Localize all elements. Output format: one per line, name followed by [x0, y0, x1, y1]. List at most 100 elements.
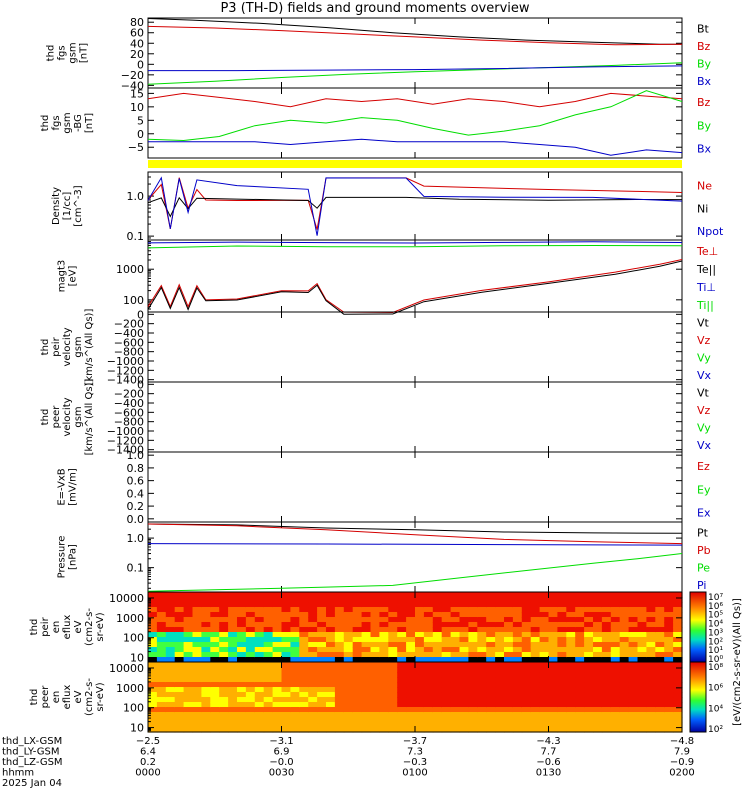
heatmap-cell — [486, 622, 496, 628]
heatmap-cell — [646, 627, 656, 633]
heatmap-cell — [353, 667, 363, 673]
heatmap-cell — [344, 632, 354, 638]
heatmap-cell — [629, 647, 639, 653]
heatmap-cell — [460, 707, 470, 713]
heatmap-cell — [433, 717, 443, 723]
heatmap-cell — [566, 627, 576, 633]
heatmap-cell — [664, 642, 674, 648]
heatmap-cell — [424, 602, 434, 608]
heatmap-cell — [308, 712, 318, 718]
heatmap-cell — [522, 667, 532, 673]
y-axis-label: gsm — [73, 406, 84, 427]
heatmap-cell — [522, 672, 532, 678]
heatmap-cell — [522, 612, 532, 618]
heatmap-cell — [673, 642, 683, 648]
heatmap-cell — [362, 632, 372, 638]
y-axis-label: eflux — [62, 685, 73, 710]
heatmap-cell — [273, 622, 283, 628]
panel-efield: 1.00.80.60.40.20.0E=-VxB [mV/m]EzEyEx — [57, 449, 711, 526]
heatmap-cell — [326, 717, 336, 723]
heatmap-cell — [575, 697, 585, 703]
heatmap-cell — [424, 597, 434, 603]
heatmap-cell — [486, 697, 496, 703]
heatmap-cell — [237, 652, 247, 658]
heatmap-cell — [575, 602, 585, 608]
heatmap-cell — [237, 602, 247, 608]
heatmap-cell — [673, 602, 683, 608]
heatmap-cell — [362, 717, 372, 723]
heatmap-cell — [638, 637, 648, 643]
heatmap-cell — [175, 712, 185, 718]
heatmap-cell — [308, 602, 318, 608]
heatmap-cell — [290, 692, 300, 698]
heatmap-cell — [166, 607, 176, 613]
heatmap-cell — [495, 692, 505, 698]
y-axis-label: gsm — [73, 336, 84, 357]
heatmap-cell — [433, 697, 443, 703]
heatmap-cell — [495, 687, 505, 693]
heatmap-cell — [620, 672, 630, 678]
heatmap-cell — [344, 627, 354, 633]
heatmap-cell — [299, 712, 309, 718]
heatmap-cell — [148, 622, 158, 628]
heatmap-cell — [513, 717, 523, 723]
heatmap-cell — [290, 722, 300, 728]
heatmap-cell — [326, 607, 336, 613]
heatmap-cell — [273, 642, 283, 648]
heatmap-cell — [531, 677, 541, 683]
heatmap-cell — [273, 627, 283, 633]
legend-entry: Ti|| — [696, 299, 714, 312]
heatmap-cell — [495, 697, 505, 703]
heatmap-cell — [388, 612, 398, 618]
heatmap-cell — [584, 682, 594, 688]
heatmap-cell — [255, 667, 264, 673]
y-axis-label: thd — [29, 619, 40, 636]
heatmap-cell — [335, 672, 345, 678]
heatmap-cell — [611, 607, 621, 613]
heatmap-cell — [504, 707, 514, 713]
heatmap-cell — [415, 607, 425, 613]
heatmap-cell — [326, 612, 336, 618]
heatmap-cell — [371, 667, 381, 673]
heatmap-cell — [575, 692, 585, 698]
heatmap-cell — [593, 667, 603, 673]
heatmap-cell — [219, 652, 229, 658]
legend-entry: By — [697, 119, 712, 132]
heatmap-cell — [228, 637, 238, 643]
heatmap-cell — [531, 637, 541, 643]
heatmap-cell — [486, 592, 496, 598]
heatmap-cell — [442, 667, 452, 673]
y-tick-label: 10000 — [109, 662, 144, 675]
heatmap-cell — [397, 627, 407, 633]
heatmap-cell — [397, 592, 407, 598]
heatmap-cell — [175, 612, 185, 618]
heatmap-cell — [210, 662, 220, 668]
heatmap-cell — [362, 622, 372, 628]
heatmap-cell — [282, 622, 292, 628]
heatmap-cell — [460, 637, 470, 643]
heatmap-cell — [201, 602, 211, 608]
heatmap-cell — [477, 692, 487, 698]
heatmap-cell — [273, 612, 283, 618]
heatmap-cell — [646, 722, 656, 728]
heatmap-cell — [166, 652, 176, 658]
heatmap-cell — [424, 612, 434, 618]
heatmap-cell — [468, 607, 478, 613]
heatmap-cell — [184, 637, 194, 643]
heatmap-cell — [299, 607, 309, 613]
heatmap-cell — [157, 677, 167, 683]
legend-entry: Ni — [697, 202, 708, 215]
heatmap-cell — [326, 632, 336, 638]
heatmap-cell — [540, 667, 550, 673]
heatmap-cell — [646, 592, 656, 598]
heatmap-cell — [575, 667, 585, 673]
heatmap-cell — [460, 672, 470, 678]
heatmap-cell — [504, 612, 514, 618]
heatmap-cell — [602, 662, 612, 668]
y-axis-label: thd — [40, 339, 51, 356]
heatmap-cell — [540, 612, 550, 618]
heatmap-cell — [460, 687, 470, 693]
heatmap-cell — [655, 662, 665, 668]
heatmap-cell — [219, 622, 229, 628]
heatmap-cell — [664, 687, 674, 693]
